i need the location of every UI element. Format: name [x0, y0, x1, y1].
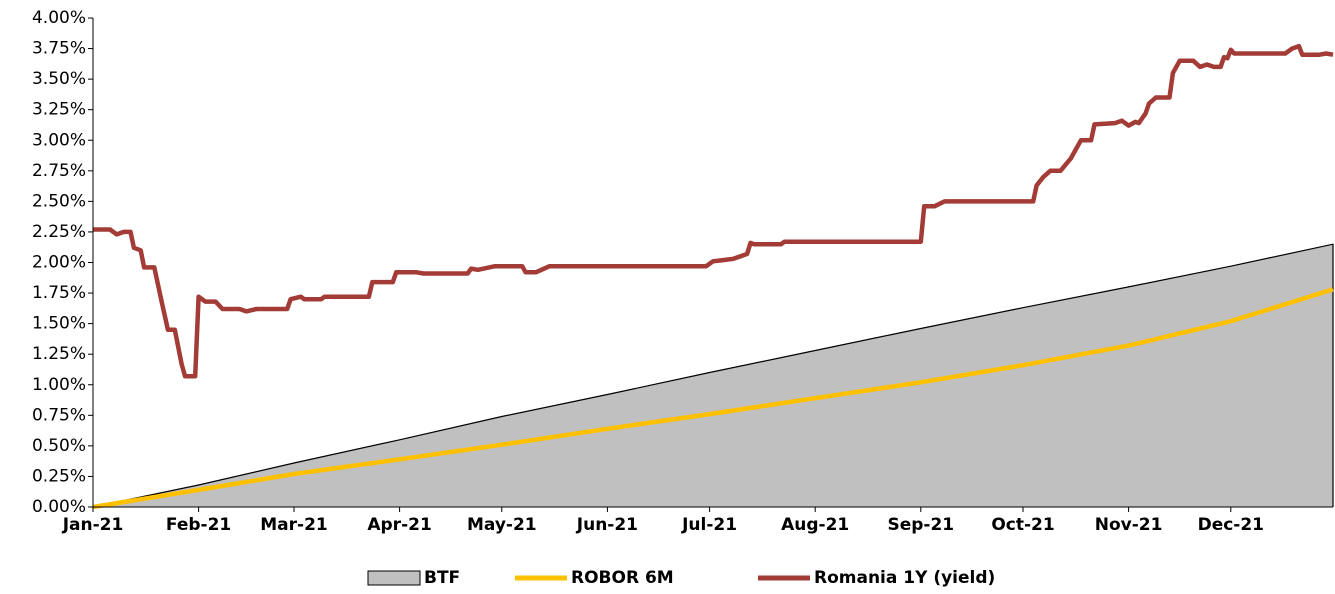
area-edge — [92, 243, 1334, 508]
y-tick-label: 0.00% — [32, 497, 86, 517]
area — [93, 244, 1333, 507]
x-tick-label: Jun-21 — [576, 515, 638, 535]
line — [92, 287, 1334, 510]
y-tick-label: 2.25% — [32, 222, 86, 242]
line — [93, 43, 1334, 379]
x-tick-label: Mar-21 — [260, 515, 328, 535]
x-tick-label: Sep-21 — [887, 515, 954, 535]
y-tick-label: 0.50% — [32, 436, 86, 456]
y-tick-label: 1.50% — [32, 314, 86, 334]
x-tick-label: Apr-21 — [367, 515, 431, 535]
y-tick-label: 3.50% — [32, 69, 86, 89]
legend-label: ROBOR 6M — [571, 568, 674, 588]
legend-label: Romania 1Y (yield) — [814, 568, 995, 588]
y-tick-label: 3.25% — [32, 100, 86, 120]
x-tick-label: Oct-21 — [991, 515, 1054, 535]
x-tick-label: Dec-21 — [1198, 515, 1264, 535]
x-tick-label: Nov-21 — [1095, 515, 1163, 535]
y-tick-label: 1.25% — [32, 344, 86, 364]
y-tick-label: 0.25% — [32, 466, 86, 486]
x-tick-label: Jan-21 — [62, 515, 124, 535]
legend-swatch — [367, 570, 421, 586]
x-tick-label: May-21 — [467, 515, 537, 535]
y-tick-label: 2.00% — [32, 253, 86, 273]
y-tick-label: 2.75% — [32, 161, 86, 181]
x-tick-label: Feb-21 — [166, 515, 231, 535]
y-tick-label: 4.00% — [32, 8, 86, 28]
y-tick-label: 1.75% — [32, 283, 86, 303]
x-tick-label: Aug-21 — [781, 515, 849, 535]
y-tick-label: 3.00% — [32, 130, 86, 150]
legend-label: BTF — [424, 568, 460, 588]
y-tick-label: 2.50% — [32, 191, 86, 211]
x-tick-label: Jul-21 — [681, 515, 737, 535]
y-tick-label: 1.00% — [32, 375, 86, 395]
y-tick-label: 3.75% — [32, 39, 86, 59]
y-tick-label: 0.75% — [32, 405, 86, 425]
